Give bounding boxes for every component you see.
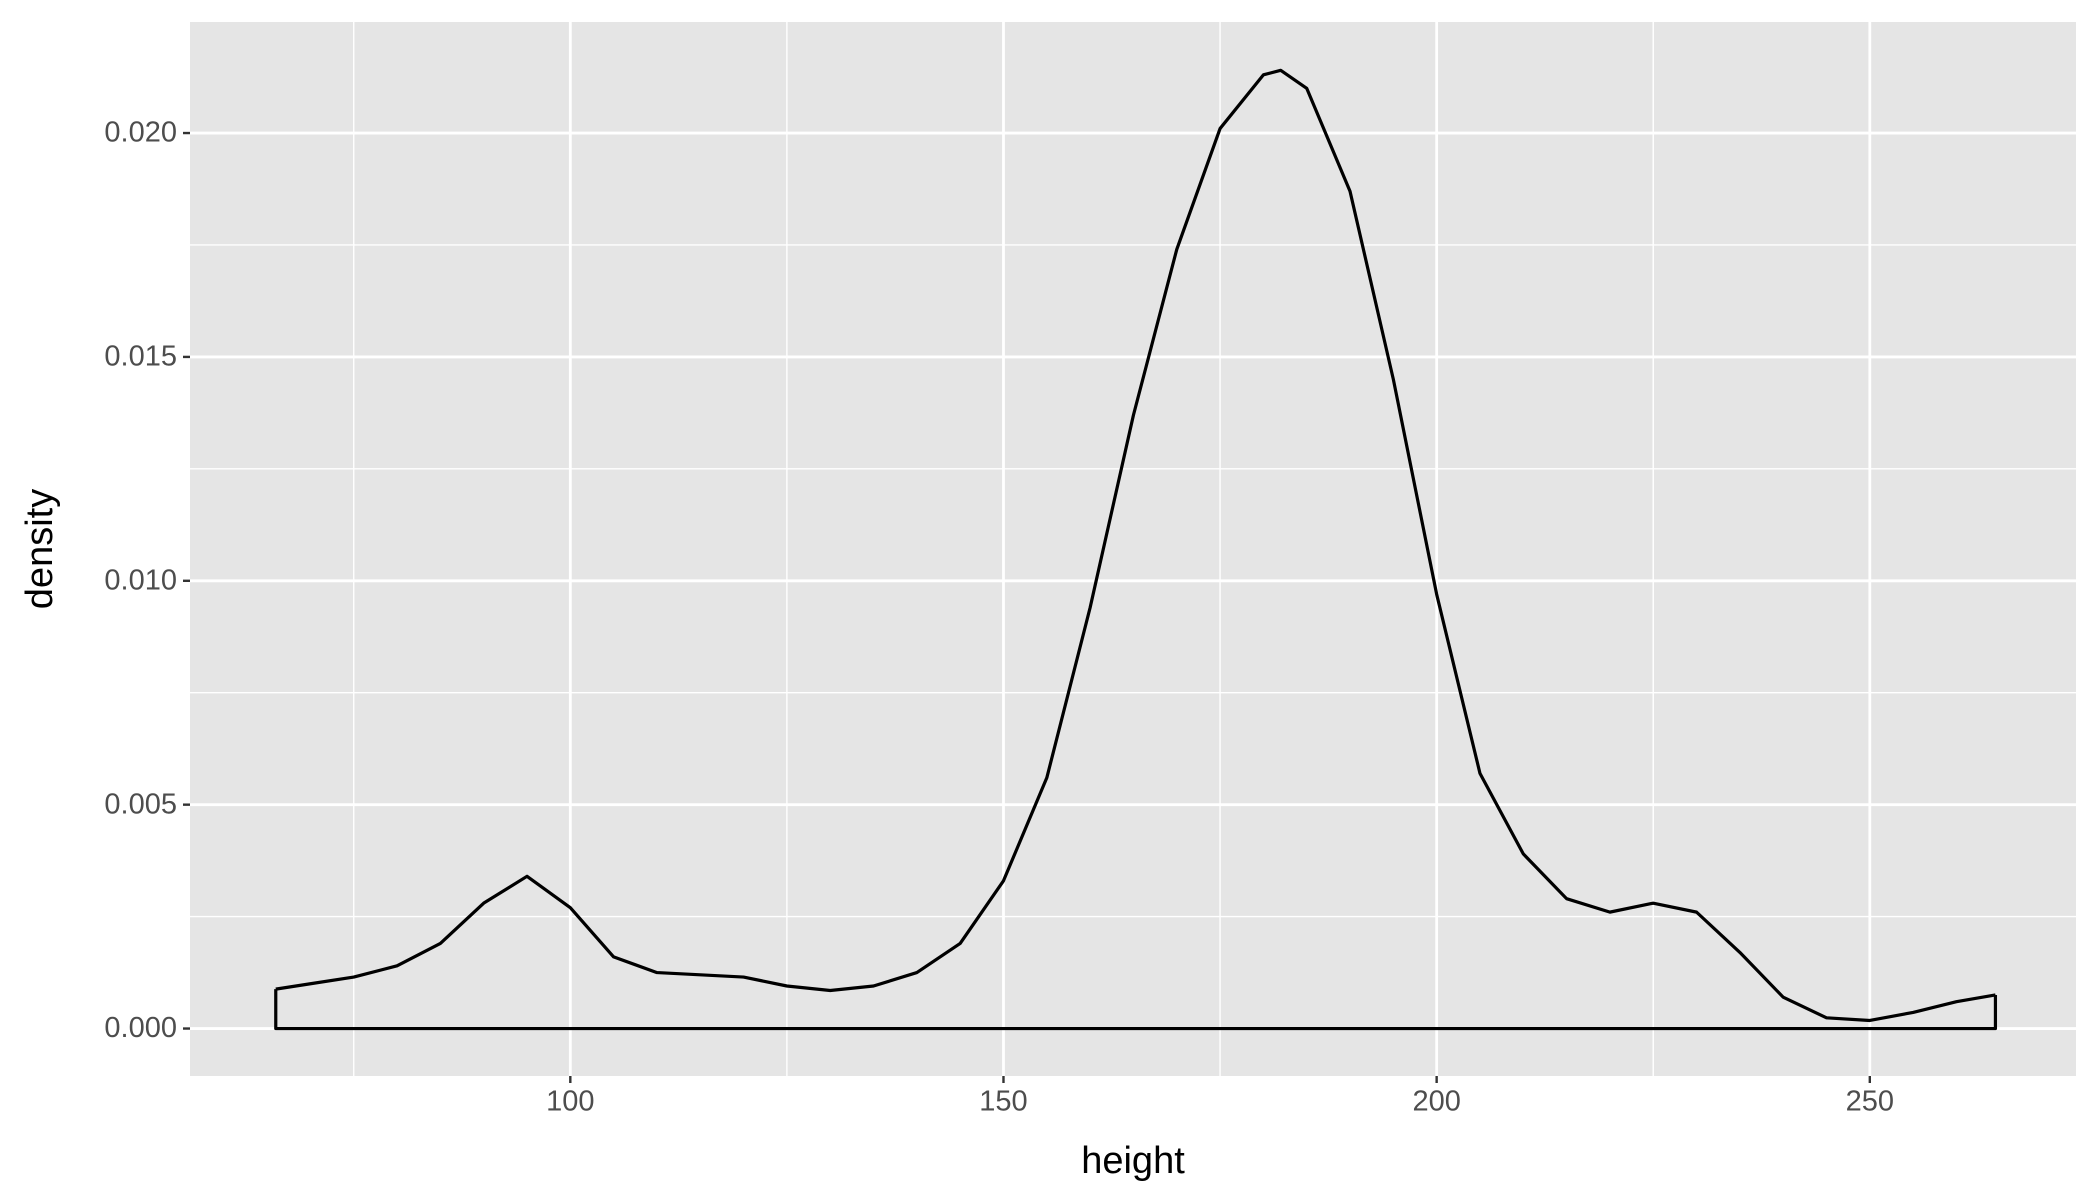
y-tick-label: 0.020 xyxy=(104,117,177,149)
density-outline-closure xyxy=(274,989,1998,1031)
x-axis-title: height xyxy=(1081,1140,1185,1182)
y-axis-title: density xyxy=(19,489,61,609)
panel xyxy=(190,22,2076,1076)
x-tick-label: 200 xyxy=(1412,1086,1460,1118)
y-tick-label: 0.015 xyxy=(104,341,177,373)
x-tick-label: 250 xyxy=(1846,1086,1894,1118)
density-line xyxy=(275,68,1996,1023)
y-tick-label: 0.000 xyxy=(104,1012,177,1044)
y-tick-label: 0.005 xyxy=(104,788,177,820)
y-tick-label: 0.010 xyxy=(104,564,177,596)
x-tick-label: 100 xyxy=(546,1086,594,1118)
x-tick-label: 150 xyxy=(979,1086,1027,1118)
